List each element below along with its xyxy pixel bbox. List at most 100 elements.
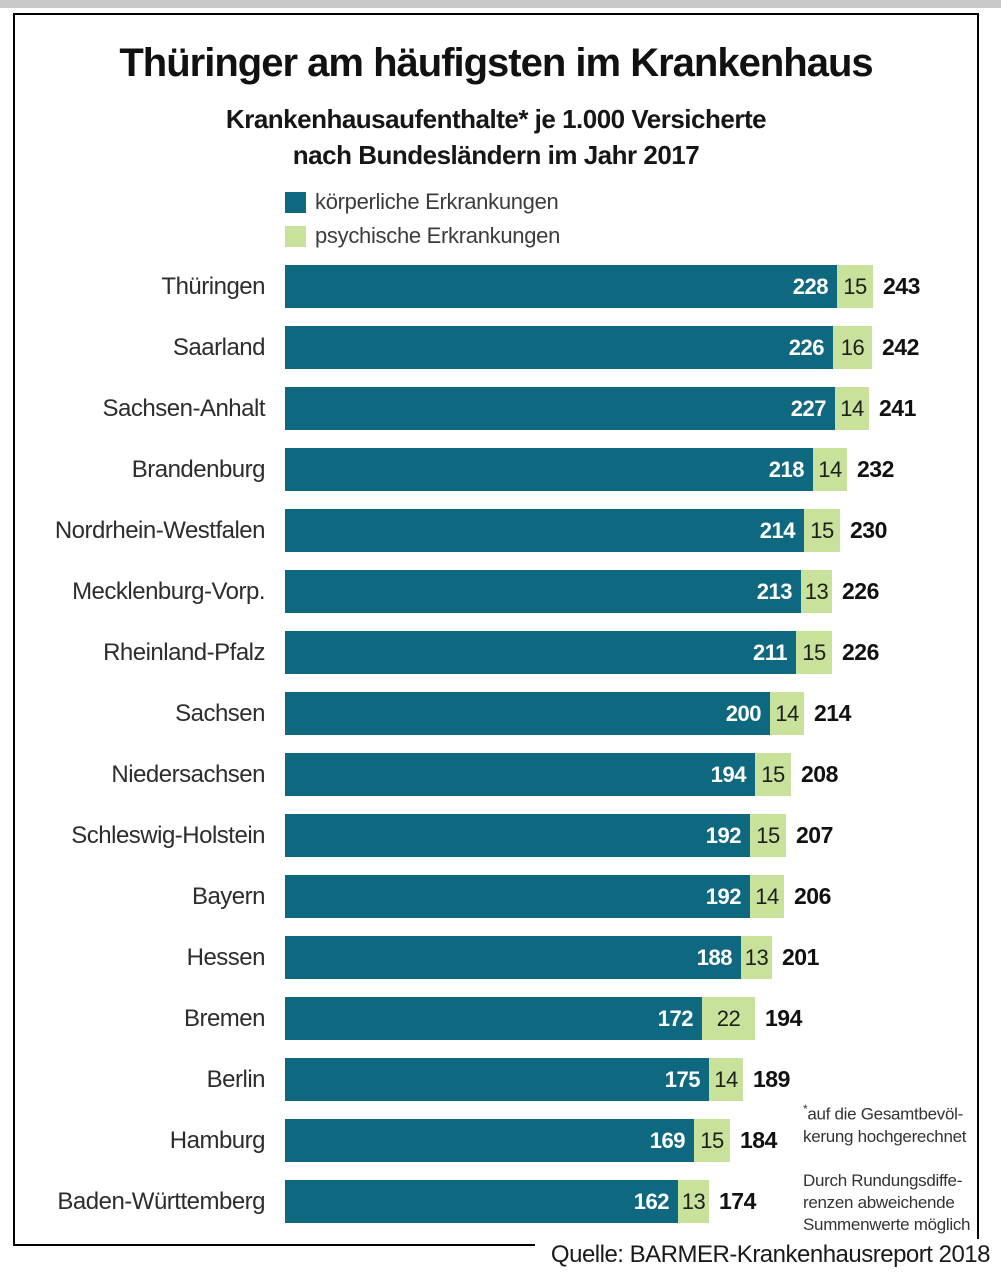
bar-row: Schleswig-Holstein 192 15 207 [15, 814, 977, 875]
bar-total: 189 [753, 1066, 790, 1092]
bar-segment-psychisch: 16 [833, 326, 872, 369]
legend-item-koerperlich: körperliche Erkrankungen [285, 185, 560, 219]
bar-segment-psychisch: 13 [741, 936, 772, 979]
bar-value-psychisch: 15 [700, 1127, 724, 1153]
bar-row: Bremen 172 22 194 [15, 997, 977, 1058]
bar-total: 226 [842, 639, 879, 665]
bar-segment-koerperlich: 228 [285, 265, 837, 308]
bar-value-psychisch: 13 [804, 578, 829, 604]
bar-value-koerperlich: 213 [756, 578, 793, 604]
bar-segment-koerperlich: 172 [285, 997, 702, 1040]
bar-value-psychisch: 14 [818, 456, 842, 482]
bar-value-psychisch: 14 [755, 883, 779, 909]
bar-row: Hamburg 169 15 184 [15, 1119, 977, 1180]
bar-label: Mecklenburg-Vorp. [72, 578, 265, 605]
bar-row: Hessen 188 13 201 [15, 936, 977, 997]
bar-segment-koerperlich: 169 [285, 1119, 694, 1162]
bar-segment-koerperlich: 192 [285, 814, 750, 857]
bar-row: Mecklenburg-Vorp. 213 13 226 [15, 570, 977, 631]
bar-row: Saarland 226 16 242 [15, 326, 977, 387]
bar-label: Hamburg [169, 1127, 266, 1154]
bar-value-koerperlich: 211 [753, 639, 788, 665]
chart-subtitle-line1: Krankenhausaufenthalte* je 1.000 Versich… [225, 104, 767, 134]
bar-segment-psychisch: 14 [770, 692, 804, 735]
bar-segment-psychisch: 14 [750, 875, 784, 918]
bar-value-psychisch: 14 [775, 700, 799, 726]
bar-label: Berlin [206, 1066, 266, 1093]
bar-value-koerperlich: 226 [788, 334, 825, 360]
chart-frame: Thüringer am häufigsten im Krankenhaus K… [13, 13, 979, 1246]
bar-label: Rheinland-Pfalz [103, 639, 265, 666]
legend: körperliche Erkrankungen psychische Erkr… [285, 185, 560, 253]
bar-value-psychisch: 13 [744, 944, 769, 970]
bar-row: Niedersachsen 194 15 208 [15, 753, 977, 814]
legend-swatch-koerperlich-icon [285, 191, 306, 213]
bar-segment-koerperlich: 175 [285, 1058, 709, 1101]
bar-label: Sachsen-Anhalt [102, 395, 266, 422]
bar-segment-koerperlich: 227 [285, 387, 835, 430]
bar-value-psychisch: 16 [840, 334, 865, 360]
bar-label: Niedersachsen [111, 761, 265, 788]
bar-row: Baden-Württemberg 162 13 174 [15, 1180, 977, 1241]
bar-value-psychisch: 15 [843, 273, 867, 299]
bar-value-koerperlich: 214 [759, 517, 796, 543]
bar-row: Sachsen 200 14 214 [15, 692, 977, 753]
bar-label: Baden-Württemberg [57, 1188, 265, 1215]
bar-label: Schleswig-Holstein [71, 822, 265, 849]
bar-value-koerperlich: 218 [768, 456, 805, 482]
bar-value-psychisch: 15 [802, 639, 826, 665]
chart-title: Thüringer am häufigsten im Krankenhaus [119, 41, 873, 85]
bar-segment-koerperlich: 213 [285, 570, 801, 613]
bar-segment-psychisch: 13 [801, 570, 832, 613]
bar-segment-koerperlich: 192 [285, 875, 750, 918]
bar-total: 243 [883, 273, 920, 299]
bar-segment-psychisch: 13 [678, 1180, 709, 1223]
bar-label: Sachsen [175, 700, 265, 727]
bar-total: 174 [719, 1188, 756, 1214]
bar-value-koerperlich: 200 [725, 700, 762, 726]
bar-value-psychisch: 14 [840, 395, 864, 421]
bar-segment-psychisch: 15 [755, 753, 791, 796]
bar-segment-psychisch: 15 [694, 1119, 730, 1162]
bar-segment-koerperlich: 194 [285, 753, 755, 796]
bar-value-koerperlich: 188 [696, 944, 733, 970]
source-credit: Quelle: BARMER-Krankenhausreport 2018 [534, 1239, 992, 1273]
legend-label-psychisch: psychische Erkrankungen [315, 223, 561, 248]
bar-value-koerperlich: 192 [705, 822, 742, 848]
bar-value-koerperlich: 228 [792, 273, 829, 299]
bar-label: Brandenburg [131, 456, 266, 483]
bar-value-koerperlich: 227 [790, 395, 827, 421]
bar-total: 230 [850, 517, 887, 543]
bar-total: 194 [765, 1005, 802, 1031]
bar-total: 208 [801, 761, 838, 787]
screenshot-top-edge [0, 0, 1001, 8]
bar-value-koerperlich: 169 [649, 1127, 686, 1153]
bar-row: Nordrhein-Westfalen 214 15 230 [15, 509, 977, 570]
bar-label: Nordrhein-Westfalen [54, 517, 266, 544]
bar-segment-koerperlich: 218 [285, 448, 813, 491]
legend-label-koerperlich: körperliche Erkrankungen [315, 189, 559, 214]
footnote-extrapolation: *auf die Gesamtbevöl- kerung hochgerechn… [803, 1102, 967, 1146]
footnote-rounding: Durch Rundungsdiffe- renzen abweichende … [803, 1170, 971, 1234]
bar-segment-koerperlich: 214 [285, 509, 804, 552]
bar-label: Bremen [183, 1005, 266, 1032]
chart-subtitle: Krankenhausaufenthalte* je 1.000 Versich… [15, 101, 977, 173]
chart-subtitle-line2: nach Bundesländern im Jahr 2017 [292, 140, 700, 170]
bar-total: 206 [794, 883, 831, 909]
bar-segment-psychisch: 14 [835, 387, 869, 430]
bar-segment-koerperlich: 188 [285, 936, 741, 979]
bar-value-koerperlich: 192 [705, 883, 742, 909]
bar-total: 201 [782, 944, 819, 970]
bar-segment-psychisch: 14 [813, 448, 847, 491]
bar-value-psychisch: 15 [756, 822, 780, 848]
bar-total: 207 [796, 822, 833, 848]
bar-segment-koerperlich: 162 [285, 1180, 678, 1223]
bar-segment-psychisch: 15 [804, 509, 840, 552]
bar-row: Berlin 175 14 189 [15, 1058, 977, 1119]
bar-value-koerperlich: 172 [657, 1005, 694, 1031]
bar-total: 241 [879, 395, 916, 421]
bar-value-koerperlich: 162 [633, 1188, 670, 1214]
footnotes: *auf die Gesamtbevöl- kerung hochgerechn… [803, 1098, 981, 1236]
bar-row: Sachsen-Anhalt 227 14 241 [15, 387, 977, 448]
bar-total: 184 [740, 1127, 777, 1153]
